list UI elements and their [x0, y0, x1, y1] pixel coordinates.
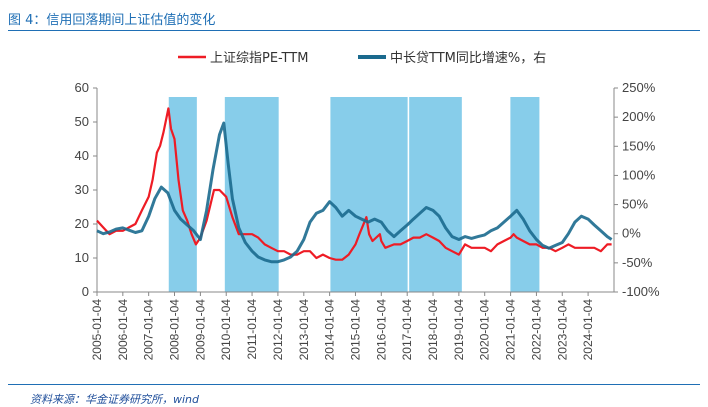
x-tick-label: 2019-01-04 [452, 299, 466, 361]
x-tick-label: 2008-01-04 [167, 299, 181, 361]
x-tick-label: 2018-01-04 [426, 299, 440, 361]
x-tick-label: 2022-01-04 [529, 299, 543, 361]
left-tick-label: 30 [75, 182, 89, 197]
right-tick-label: 200% [622, 109, 656, 124]
left-tick-label: 20 [75, 216, 89, 231]
x-tick-label: 2010-01-04 [219, 299, 233, 361]
x-tick-label: 2020-01-04 [478, 299, 492, 361]
left-tick-label: 50 [75, 114, 89, 129]
x-tick-label: 2023-01-04 [555, 299, 569, 361]
title-rule [8, 30, 700, 31]
x-tick-label: 2011-01-04 [245, 299, 259, 360]
right-tick-label: 100% [622, 167, 656, 182]
source-rule [8, 384, 700, 385]
source-note: 资料来源：华金证券研究所，wind [30, 393, 200, 406]
x-tick-label: 2007-01-04 [142, 299, 156, 361]
x-tick-label: 2005-01-04 [90, 299, 104, 361]
left-tick-label: 60 [75, 80, 89, 95]
shaded-period-3 [330, 97, 408, 292]
legend-label-1: 上证综指PE-TTM [210, 51, 308, 66]
left-tick-label: 10 [75, 250, 89, 265]
x-tick-label: 2017-01-04 [400, 299, 414, 361]
x-tick-label: 2014-01-04 [323, 299, 337, 361]
x-tick-label: 2024-01-04 [581, 299, 595, 361]
right-tick-label: 150% [622, 138, 656, 153]
right-tick-label: -50% [622, 255, 653, 270]
x-tick-label: 2016-01-04 [374, 299, 388, 361]
right-tick-label: 250% [622, 80, 656, 95]
x-tick-label: 2012-01-04 [271, 299, 285, 361]
x-tick-label: 2015-01-04 [348, 299, 362, 361]
loan-growth-line [96, 121, 613, 264]
figure-title: 图 4：信用回落期间上证估值的变化 [8, 13, 216, 28]
left-tick-label: 40 [75, 148, 89, 163]
right-tick-label: 50% [622, 197, 648, 212]
legend-label-2: 中长贷TTM同比增速%，右 [390, 51, 546, 66]
shaded-period-1 [168, 97, 197, 292]
x-tick-label: 2021-01-04 [504, 299, 518, 361]
left-tick-label: 0 [82, 284, 89, 299]
right-tick-label: 0% [622, 226, 641, 241]
pe-ttm-line [96, 107, 612, 261]
x-tick-label: 2006-01-04 [116, 299, 130, 361]
shaded-period-5 [510, 97, 540, 292]
shaded-period-2 [224, 97, 279, 292]
x-tick-label: 2013-01-04 [297, 299, 311, 361]
x-tick-label: 2009-01-04 [193, 299, 207, 361]
shaded-period-4 [409, 97, 462, 292]
right-tick-label: -100% [622, 284, 660, 299]
